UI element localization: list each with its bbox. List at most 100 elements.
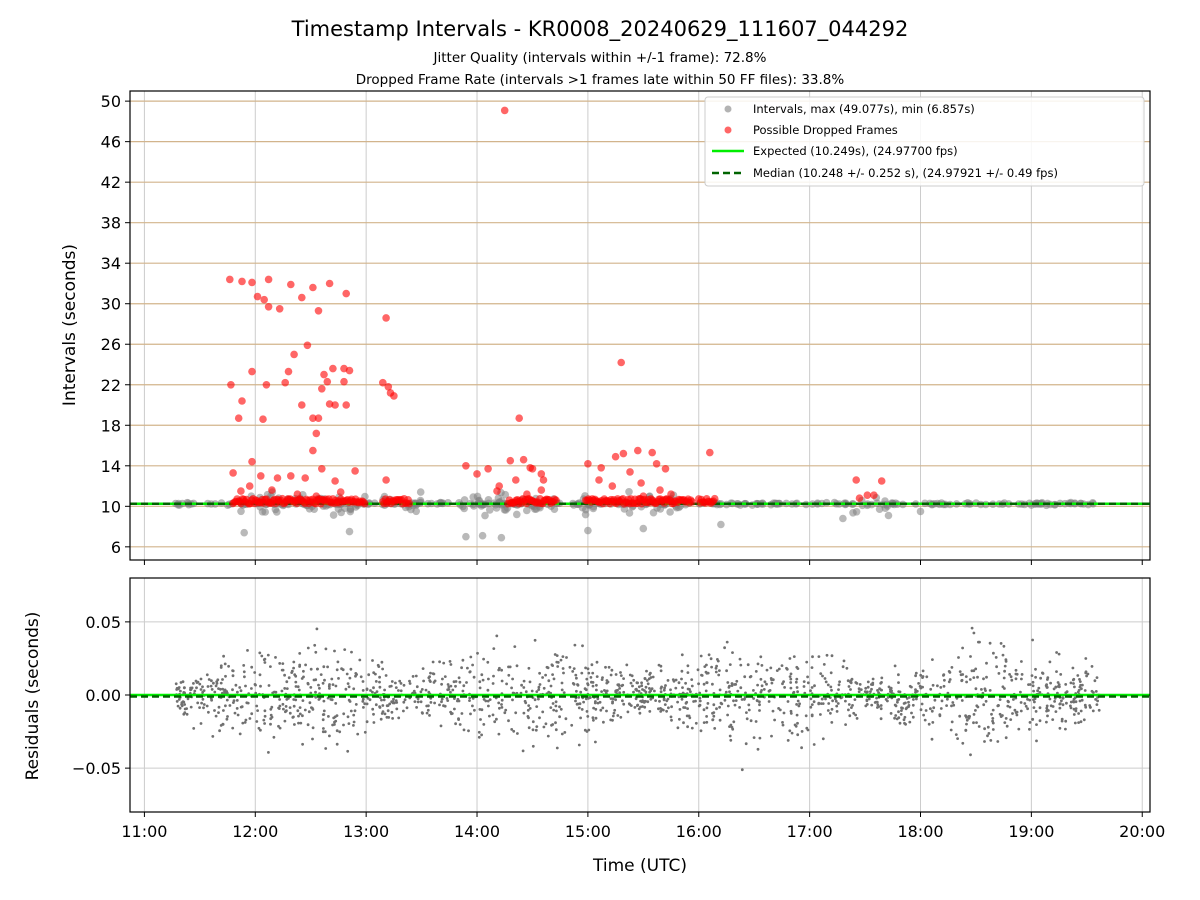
residual-point [983,727,986,731]
residual-point [371,690,374,694]
residual-point [311,737,314,741]
dropped-frame-point [275,305,284,313]
residual-point [1038,691,1042,694]
residual-point [1072,677,1076,681]
residual-point [930,709,934,713]
residual-point [217,705,221,709]
residual-point [619,671,622,674]
residual-point [283,673,286,677]
residual-point [1019,709,1023,713]
dropped-frame-point [248,367,256,376]
residual-point [600,678,604,681]
residual-point [849,681,853,685]
residual-point [402,700,406,704]
residual-point [207,678,211,681]
dropped-frame-point [595,476,603,484]
residual-point [500,698,504,702]
residual-point [961,646,964,650]
residual-point [262,658,266,662]
residual-point [185,707,189,710]
residual-point [456,697,460,701]
residual-point [988,689,992,692]
dropped-frame-point [309,283,317,292]
residual-point [964,729,968,732]
residual-point [932,706,936,710]
residual-point [568,665,572,669]
residual-point [322,709,326,713]
residual-point [466,666,469,670]
interval-point [625,488,633,496]
residual-point [333,715,337,719]
dropped-frame-point [301,474,310,482]
residual-point [574,699,577,703]
residual-point [217,711,220,714]
interval-point [481,511,489,520]
residual-point [315,627,319,631]
residual-point [231,688,234,692]
residual-point [728,725,731,728]
residual-point [429,671,432,675]
residual-point [646,682,650,686]
residual-point [414,674,418,678]
residual-point [270,705,274,709]
residual-point [559,707,563,711]
residual-point [616,688,619,692]
residual-point [192,727,196,730]
residual-point [527,704,531,707]
residual-point [377,665,381,668]
residual-point [686,671,690,674]
residual-point [936,684,939,688]
residual-point [492,674,495,678]
residual-point [915,697,918,701]
dropped-frame-point [515,414,523,423]
residual-point [283,687,287,690]
residual-point [810,703,814,706]
residual-point [183,711,187,715]
residual-point [558,715,561,719]
residuals-xtick-label: 15:00 [565,822,611,841]
residual-point [260,654,264,658]
residual-point [580,671,584,675]
residual-point [1064,683,1068,686]
residual-point [782,680,785,683]
residual-point [982,703,986,707]
residual-point [236,690,239,694]
residual-point [640,700,644,704]
residual-point [206,685,210,688]
intervals-y-label: Intervals (seconds) [60,244,80,406]
residual-point [992,651,995,655]
residual-point [956,737,959,740]
interval-point [497,533,506,542]
residual-point [201,685,204,689]
residual-point [685,714,689,718]
residual-point [1095,703,1099,706]
residual-point [372,721,376,724]
residual-point [1009,718,1013,721]
interval-point [523,506,531,515]
residual-point [300,677,304,680]
residual-point [495,634,499,638]
residual-point [454,722,457,726]
residual-point [703,665,707,668]
residual-point [943,678,946,682]
residual-point [694,721,698,725]
residual-point [331,723,334,727]
residual-point [824,680,828,684]
residual-point [321,718,325,722]
residual-point [257,726,261,730]
residual-point [333,649,336,653]
residuals-xtick-label: 11:00 [121,822,167,841]
residual-point [348,676,352,680]
residual-point [595,660,599,664]
residual-point [837,688,840,691]
residual-point [786,739,790,742]
legend-marker-intervals [724,105,732,113]
residual-point [712,703,716,707]
residual-point [880,688,883,692]
residual-point [1093,679,1097,683]
residual-point [871,681,875,685]
interval-point [240,528,248,537]
residual-point [795,686,799,689]
residual-point [408,682,412,685]
residual-point [670,718,673,722]
